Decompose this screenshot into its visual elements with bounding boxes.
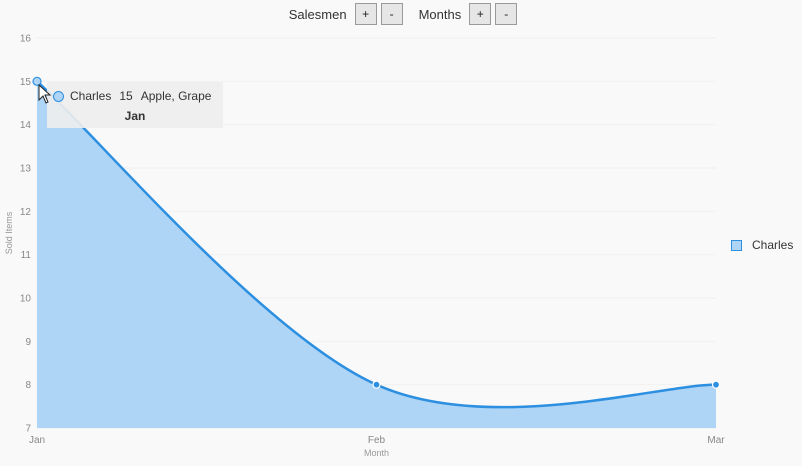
y-axis-ticks: 7 8 9 10 11 12 13 14 15 16 [20, 34, 32, 435]
x-tick-label: Feb [368, 435, 386, 446]
mouse-pointer-icon [38, 84, 52, 104]
data-point[interactable] [32, 76, 42, 86]
tooltip-value: 15 [119, 89, 133, 103]
chart-controls: Salesmen + - Months + - [0, 2, 802, 26]
legend-label-charles: Charles [752, 238, 794, 252]
data-points [32, 76, 721, 389]
y-tick-label: 14 [20, 120, 32, 131]
y-tick-label: 8 [25, 380, 31, 391]
y-tick-label: 11 [21, 250, 32, 261]
salesmen-add-button[interactable]: + [354, 3, 377, 25]
y-tick-label: 15 [20, 77, 32, 88]
x-tick-label: Jan [29, 435, 45, 446]
y-tick-label: 13 [20, 164, 32, 175]
months-label: Months [418, 6, 462, 22]
y-tick-label: 16 [20, 34, 32, 45]
tooltip-marker-icon [53, 90, 64, 102]
data-point[interactable] [711, 380, 721, 389]
x-tick-label: Mar [707, 435, 725, 446]
data-point[interactable] [372, 380, 381, 389]
tooltip-series: Charles [70, 89, 112, 103]
tooltip-items: Apple, Grape [140, 89, 212, 103]
y-tick-label: 10 [20, 294, 32, 305]
series-line-charles [36, 80, 717, 409]
months-remove-button[interactable]: - [495, 3, 518, 25]
salesmen-remove-button[interactable]: - [380, 3, 403, 25]
x-axis-title: Month [364, 448, 389, 458]
legend-swatch [731, 239, 742, 251]
y-tick-label: 12 [20, 207, 32, 218]
y-tick-label: 7 [25, 424, 31, 435]
tooltip: Charles 15 Apple, Grape Jan [47, 82, 223, 128]
y-axis-title: Sold Items [4, 211, 14, 254]
y-tick-label: 9 [25, 337, 31, 348]
x-axis-ticks: Jan Feb Mar [29, 435, 725, 446]
series-area-charles [37, 81, 716, 428]
salesmen-label: Salesmen [288, 6, 347, 22]
months-add-button[interactable]: + [469, 3, 492, 25]
tooltip-category: Jan [124, 109, 146, 123]
legend[interactable]: Charles [731, 238, 793, 252]
